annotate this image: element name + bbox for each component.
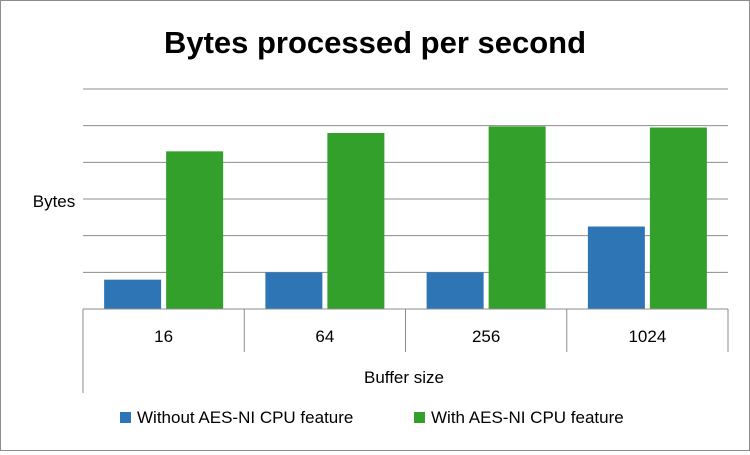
legend-swatch-with-aes-ni xyxy=(414,412,425,423)
y-axis-label: Bytes xyxy=(33,192,76,211)
category-axis-table: 16 64 256 1024 xyxy=(82,308,729,393)
legend-label-with-aes-ni: With AES-NI CPU feature xyxy=(431,408,624,427)
bar-with-aes-ni-256 xyxy=(488,126,546,310)
bars xyxy=(104,126,707,310)
category-label-256: 256 xyxy=(472,327,500,346)
legend: Without AES-NI CPU feature With AES-NI CP… xyxy=(120,408,624,427)
bar-with-aes-ni-64 xyxy=(327,133,385,309)
bar-without-aes-ni-256 xyxy=(426,272,484,309)
bar-with-aes-ni-16 xyxy=(166,151,224,309)
legend-label-without-aes-ni: Without AES-NI CPU feature xyxy=(137,408,353,427)
bar-with-aes-ni-1024 xyxy=(649,127,707,309)
category-label-1024: 1024 xyxy=(628,327,666,346)
bar-without-aes-ni-16 xyxy=(104,279,162,309)
legend-swatch-without-aes-ni xyxy=(120,412,131,423)
bar-without-aes-ni-64 xyxy=(265,272,323,309)
chart-title: Bytes processed per second xyxy=(164,25,586,60)
bar-without-aes-ni-1024 xyxy=(587,226,645,309)
category-label-64: 64 xyxy=(315,327,334,346)
x-axis-label: Buffer size xyxy=(364,368,444,387)
category-label-16: 16 xyxy=(154,327,173,346)
